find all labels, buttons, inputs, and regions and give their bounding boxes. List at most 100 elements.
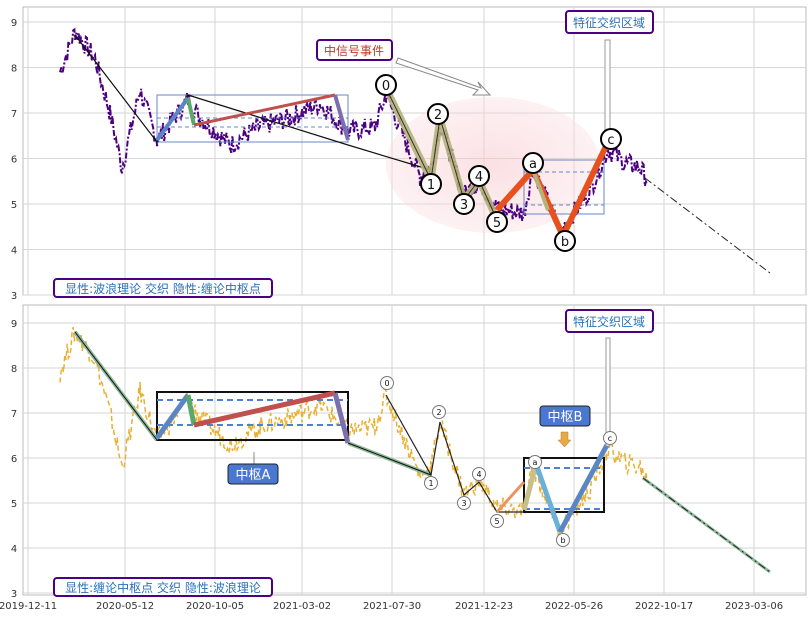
x-tick-label: 2021-12-23 — [455, 601, 513, 612]
wave-marker-b — [556, 533, 570, 547]
top-wave-labels: 0 1 2 34 5 a b c — [375, 74, 622, 252]
x-tick-label: 2021-03-02 — [273, 601, 331, 612]
bottom-seg-2 — [185, 394, 197, 426]
wave-marker-3 — [453, 193, 475, 215]
x-axis-ticks: 2019-12-11 2020-05-12 2020-10-05 2021-03-02… — [0, 601, 783, 612]
wave-label-b: b — [560, 536, 565, 545]
bottom-seg-1 — [154, 393, 191, 440]
top-pivot-rect-b — [523, 159, 605, 215]
top-legend-text: 显性:波浪理论 交织 隐性:缠论中枢点 — [65, 281, 261, 296]
x-tick-label: 2019-12-11 — [0, 601, 57, 612]
y-tick-label: 9 — [11, 18, 17, 29]
bottom-seg-7 — [533, 463, 563, 533]
y-tick-label: 7 — [11, 409, 17, 420]
x-tick-label: 2023-03-06 — [725, 601, 783, 612]
wave-label-c: c — [608, 434, 612, 443]
wave-marker-2 — [432, 405, 446, 419]
y-tick-label: 8 — [11, 64, 17, 75]
y-tick-label: 6 — [11, 454, 17, 465]
y-tick-label: 3 — [11, 589, 17, 600]
y-tick-label: 4 — [11, 544, 17, 555]
bottom-seg-3 — [193, 390, 336, 428]
wave-label-a: a — [529, 157, 537, 172]
bottom-legend-box — [53, 577, 273, 597]
x-tick-label: 2020-05-12 — [96, 601, 154, 612]
y-tick-label: 9 — [11, 319, 17, 330]
bottom-wave-labels: 0 1 2 3 4 5 a b c — [380, 376, 617, 547]
top-seg-2 — [186, 97, 196, 126]
wave-marker-a — [522, 152, 544, 174]
event-label-box — [316, 39, 393, 61]
bottom-zone-label-box — [565, 309, 654, 333]
pivot-b-label: 中枢B — [548, 410, 583, 425]
top-projection-line — [644, 177, 771, 274]
x-tick-label: 2022-05-26 — [545, 601, 603, 612]
wave-marker-b — [554, 230, 576, 252]
top-seg-1 — [155, 96, 190, 142]
wave-marker-4 — [468, 165, 490, 187]
event-arrow — [395, 57, 492, 96]
top-legend-box — [53, 278, 273, 298]
wave-marker-5 — [490, 514, 504, 528]
wave-marker-0 — [380, 376, 394, 390]
y-tick-label: 3 — [11, 291, 17, 302]
bottom-panel-y-ticks: 3 4 5 6 7 8 9 — [11, 319, 17, 600]
wave-label-b: b — [561, 235, 569, 250]
bottom-seg-5 — [495, 480, 526, 514]
wave-label-3: 3 — [461, 499, 466, 508]
pivot-b-label-box — [539, 405, 591, 427]
bottom-wave-path — [385, 394, 524, 513]
pivot-a-box — [156, 391, 349, 441]
wave-label-4: 4 — [476, 470, 481, 479]
wave-label-5: 5 — [494, 517, 499, 526]
pivot-b-box — [523, 457, 605, 513]
wave-marker-3 — [457, 496, 471, 510]
wave-label-0: 0 — [382, 79, 390, 94]
wave-label-4: 4 — [475, 170, 483, 185]
wave-marker-c — [600, 128, 622, 150]
top-seg-4 — [333, 94, 350, 141]
bottom-seg-8 — [557, 443, 610, 534]
wave-label-1: 1 — [428, 479, 433, 488]
bottom-trend-line-core — [74, 331, 158, 441]
top-a-b-olive — [531, 169, 550, 211]
top-wave-path-thin — [385, 87, 498, 221]
top-abc-path — [494, 140, 611, 239]
wave-marker-2 — [427, 103, 449, 125]
bottom-seg-4 — [332, 392, 351, 444]
y-tick-label: 4 — [11, 246, 17, 257]
bottom-panel: 3 4 5 6 7 8 9 0 1 2 3 4 5 a b c 显性:缠论中枢点 交织 隐性:波浪理论 — [11, 304, 807, 600]
top-zone-label-text: 特征交织区域 — [573, 15, 645, 30]
wave-marker-0 — [375, 74, 397, 96]
wave-label-5: 5 — [493, 216, 501, 231]
wave-label-2: 2 — [434, 108, 442, 123]
bottom-seg-6 — [521, 463, 539, 511]
y-tick-label: 7 — [11, 109, 17, 120]
wave-label-3: 3 — [460, 198, 468, 213]
top-trend-line — [74, 34, 432, 171]
x-tick-label: 2020-10-05 — [186, 601, 244, 612]
y-tick-label: 8 — [11, 364, 17, 375]
pivot-a-label-box — [227, 463, 279, 485]
wave-label-0: 0 — [384, 379, 389, 388]
bottom-legend-text: 显性:缠论中枢点 交织 隐性:波浪理论 — [65, 580, 261, 595]
x-tick-label: 2021-07-30 — [363, 601, 421, 612]
bottom-panel-frame — [22, 304, 807, 596]
wave-marker-a — [528, 455, 542, 469]
y-tick-label: 6 — [11, 155, 17, 166]
x-tick-label: 2022-10-17 — [635, 601, 693, 612]
pivot-b-arrow — [557, 431, 572, 448]
bottom-trend-mid-core — [347, 442, 432, 476]
wave-marker-1 — [420, 173, 442, 195]
y-tick-label: 5 — [11, 200, 17, 211]
wave-marker-5 — [486, 211, 508, 233]
pivot-a-label: 中枢A — [236, 468, 271, 483]
wave-marker-c — [603, 431, 617, 445]
event-label-text: 中信号事件 — [324, 43, 384, 58]
y-tick-label: 5 — [11, 499, 17, 510]
top-panel-y-ticks: 3 4 5 6 7 8 9 — [11, 18, 17, 302]
wave-label-1: 1 — [427, 178, 435, 193]
bottom-zone-label-text: 特征交织区域 — [573, 314, 645, 329]
